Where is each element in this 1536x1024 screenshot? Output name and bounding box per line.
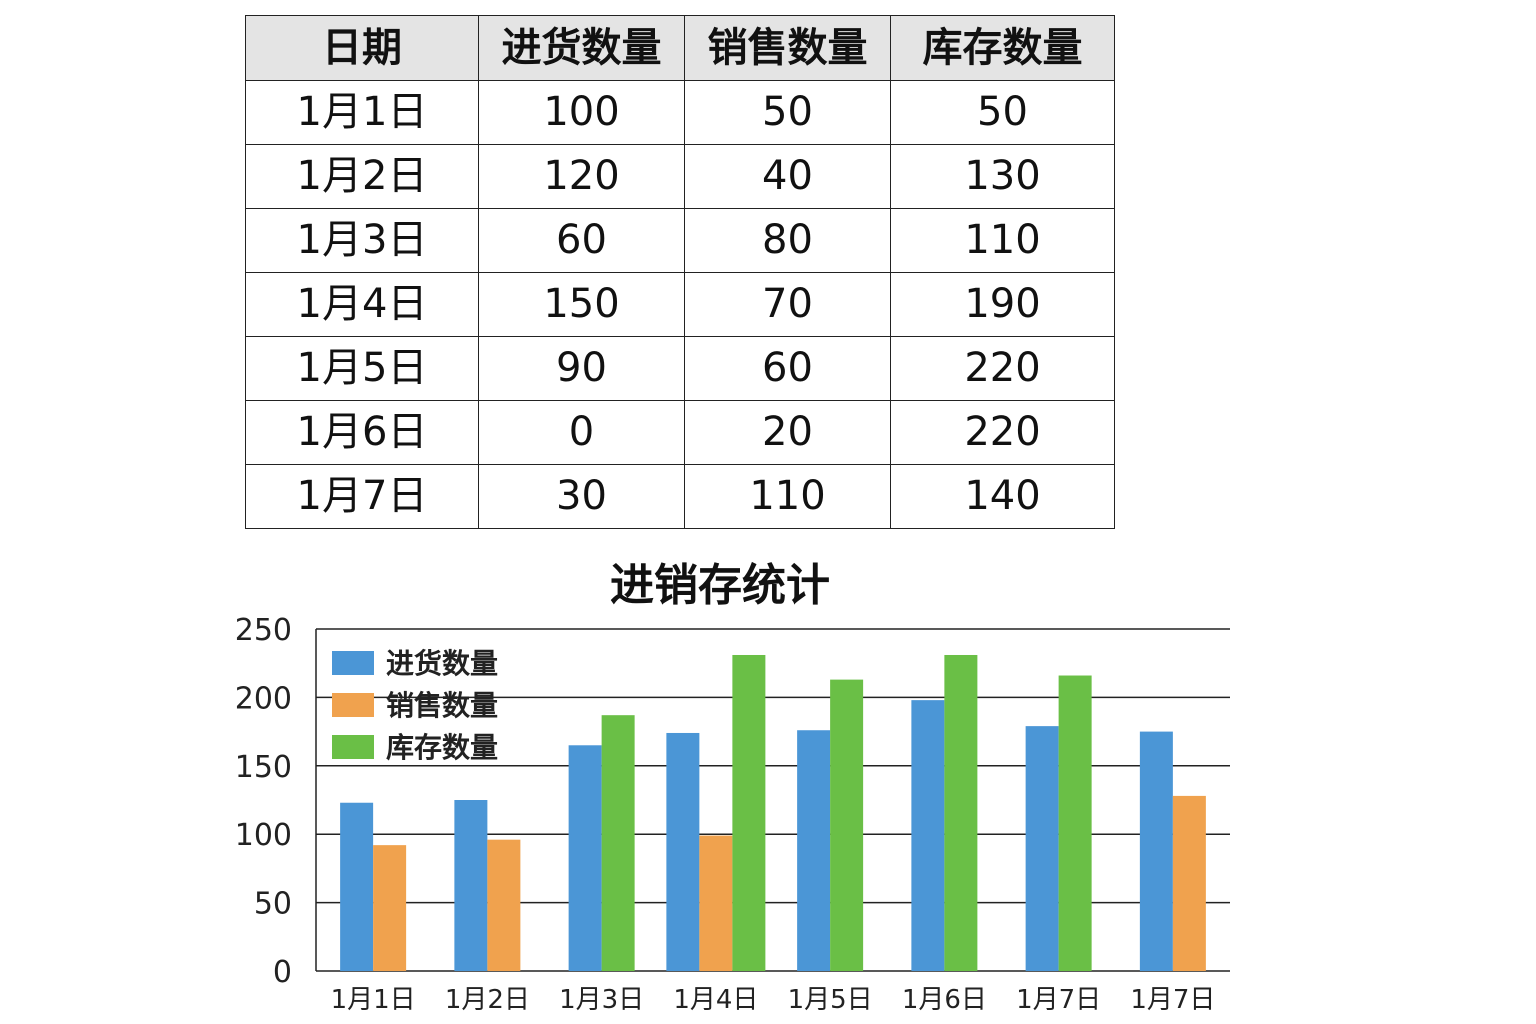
table-row: 1月6日 0 20 220 bbox=[245, 400, 1115, 465]
table-cell: 220 bbox=[890, 400, 1115, 465]
table-row: 1月7日 30 110 140 bbox=[245, 464, 1115, 529]
bar bbox=[830, 679, 864, 971]
bar bbox=[944, 654, 978, 971]
x-tick-label: 1月4日 bbox=[673, 985, 758, 1015]
table-cell: 80 bbox=[684, 208, 891, 273]
y-tick-label: 50 bbox=[254, 887, 292, 922]
legend-swatch bbox=[332, 651, 374, 675]
table-cell: 140 bbox=[890, 464, 1115, 529]
bar bbox=[601, 715, 635, 971]
table-cell: 1月3日 bbox=[245, 208, 479, 273]
table-cell: 1月5日 bbox=[245, 336, 479, 401]
table-cell: 190 bbox=[890, 272, 1115, 337]
y-tick-label: 100 bbox=[235, 818, 292, 853]
table-cell: 130 bbox=[890, 144, 1115, 209]
bar bbox=[1172, 795, 1206, 971]
bar bbox=[487, 839, 521, 971]
table-cell: 1月7日 bbox=[245, 464, 479, 529]
table-row: 1月4日 150 70 190 bbox=[245, 272, 1115, 337]
y-tick-label: 200 bbox=[235, 681, 292, 716]
bar bbox=[1058, 675, 1092, 971]
table-cell: 120 bbox=[478, 144, 685, 209]
table-body: 1月1日 100 50 50 1月2日 120 40 130 1月3日 60 80 110 1月4日 15… bbox=[245, 80, 1115, 529]
table-cell: 1月1日 bbox=[245, 80, 479, 145]
table-cell: 70 bbox=[684, 272, 891, 337]
table-cell: 1月4日 bbox=[245, 272, 479, 337]
table-row: 1月3日 60 80 110 bbox=[245, 208, 1115, 273]
table-cell: 150 bbox=[478, 272, 685, 337]
bar bbox=[373, 845, 407, 971]
bar bbox=[568, 745, 602, 971]
table-header-cell: 进货数量 bbox=[478, 15, 685, 81]
bar bbox=[666, 732, 700, 971]
table-row: 1月5日 90 60 220 bbox=[245, 336, 1115, 401]
bar bbox=[797, 730, 831, 971]
table-header-cell: 库存数量 bbox=[890, 15, 1115, 81]
y-tick-label: 0 bbox=[273, 955, 292, 990]
table-cell: 220 bbox=[890, 336, 1115, 401]
table-row: 1月2日 120 40 130 bbox=[245, 144, 1115, 209]
table-cell: 90 bbox=[478, 336, 685, 401]
x-tick-label: 1月7日 bbox=[1016, 985, 1101, 1015]
data-table: 日期 进货数量 销售数量 库存数量 1月1日 100 50 50 1月2日 120 40 130 1月… bbox=[245, 15, 1115, 529]
x-tick-label: 1月1日 bbox=[331, 985, 416, 1015]
x-tick-label: 1月6日 bbox=[902, 985, 987, 1015]
x-tick-label: 1月2日 bbox=[445, 985, 530, 1015]
legend-swatch bbox=[332, 693, 374, 717]
x-tick-label: 1月3日 bbox=[559, 985, 644, 1015]
chart-title: 进销存统计 bbox=[610, 560, 830, 611]
bar bbox=[911, 700, 945, 971]
x-tick-label: 1月5日 bbox=[788, 985, 873, 1015]
bar bbox=[732, 654, 766, 971]
table-cell: 110 bbox=[684, 464, 891, 529]
y-tick-label: 250 bbox=[235, 613, 292, 648]
table-cell: 50 bbox=[684, 80, 891, 145]
table-cell: 1月6日 bbox=[245, 400, 479, 465]
table-cell: 30 bbox=[478, 464, 685, 529]
legend-swatch bbox=[332, 735, 374, 759]
table-header-row: 日期 进货数量 销售数量 库存数量 bbox=[245, 15, 1115, 81]
table-cell: 40 bbox=[684, 144, 891, 209]
bar bbox=[699, 835, 733, 971]
bar bbox=[454, 800, 488, 971]
table-header-cell: 日期 bbox=[245, 15, 479, 81]
table-cell: 20 bbox=[684, 400, 891, 465]
x-tick-label: 1月7日 bbox=[1130, 985, 1215, 1015]
bar bbox=[340, 802, 374, 971]
legend-label: 进货数量 bbox=[386, 647, 498, 680]
bar bbox=[1139, 731, 1173, 971]
table-cell: 1月2日 bbox=[245, 144, 479, 209]
legend-label: 销售数量 bbox=[386, 689, 498, 722]
bar bbox=[1025, 726, 1059, 971]
legend-label: 库存数量 bbox=[386, 731, 498, 764]
y-tick-label: 150 bbox=[235, 750, 292, 785]
table-cell: 110 bbox=[890, 208, 1115, 273]
table-row: 1月1日 100 50 50 bbox=[245, 80, 1115, 145]
